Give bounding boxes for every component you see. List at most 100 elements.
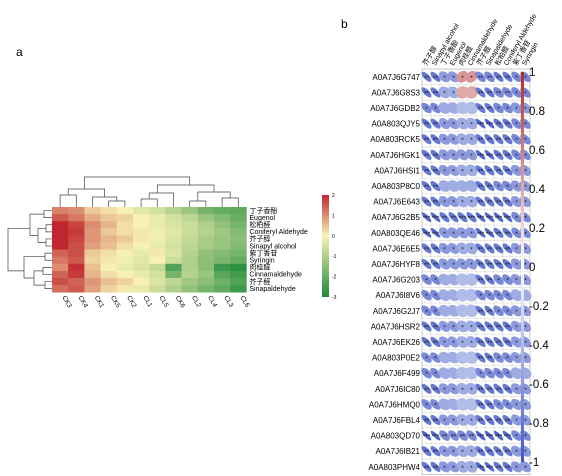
colorbar-tick-label: 2 — [332, 193, 335, 199]
significance-stars: ** — [496, 75, 502, 82]
significance-stars: ** — [487, 449, 493, 456]
significance-stars: * — [443, 387, 446, 394]
significance-stars: ** — [424, 200, 430, 207]
correlation-ellipse — [493, 383, 504, 394]
significance-stars: ** — [505, 246, 511, 253]
significance-stars: * — [452, 90, 455, 97]
heatmap-row-label: 肉桂醛 — [249, 263, 270, 272]
correlation-ellipse — [447, 180, 460, 192]
correlation-ellipse — [502, 337, 513, 347]
significance-stars: ** — [487, 340, 493, 347]
correlation-ellipse — [465, 149, 478, 161]
correlation-ellipse — [465, 288, 478, 302]
significance-stars: ** — [505, 465, 511, 472]
heatmap-cell — [68, 228, 85, 236]
correlation-ellipse — [456, 227, 469, 239]
correlation-row-label: A0A803QJY5 — [372, 120, 421, 129]
correlation-ellipse — [502, 165, 513, 176]
correlation-ellipse — [484, 165, 495, 176]
significance-stars: ** — [424, 168, 430, 175]
correlation-row-label: A0A7J6E643 — [373, 198, 420, 207]
correlation-ellipse — [430, 165, 441, 176]
correlation-ellipse — [502, 321, 513, 332]
correlation-ellipse — [493, 446, 504, 457]
significance-stars: *** — [477, 434, 485, 441]
heatmap-cell — [149, 278, 166, 286]
heatmap-cell — [84, 235, 101, 243]
significance-stars: * — [515, 356, 518, 363]
heatmap-column-label: CL1 — [141, 295, 153, 309]
correlation-ellipse — [465, 242, 478, 255]
heatmap-cell — [84, 278, 101, 286]
correlation-ellipse — [484, 150, 495, 160]
correlation-ellipse — [502, 118, 513, 129]
correlation-ellipse — [510, 336, 523, 348]
significance-stars: ** — [424, 340, 430, 347]
heatmap-cell — [230, 270, 247, 279]
correlation-ellipse — [475, 196, 486, 207]
correlation-ellipse — [456, 445, 469, 458]
significance-stars: * — [452, 153, 455, 160]
heatmap-cell — [230, 285, 247, 293]
correlation-row-label: A0A803QD70 — [371, 432, 421, 441]
significance-stars: ** — [487, 309, 493, 316]
dendrogram-branch — [42, 267, 52, 275]
correlation-ellipse — [465, 414, 478, 426]
correlation-ellipse — [430, 196, 441, 207]
correlation-ellipse — [421, 337, 432, 347]
correlation-ellipse — [448, 212, 459, 223]
correlation-ellipse — [484, 415, 495, 425]
correlation-ellipse — [456, 164, 469, 177]
correlation-ellipse — [510, 320, 523, 332]
correlation-ellipse — [456, 242, 469, 255]
significance-stars: * — [443, 75, 446, 82]
significance-stars: * — [524, 309, 527, 316]
heatmap-cell — [197, 235, 215, 243]
significance-stars: ** — [496, 137, 502, 144]
heatmap-cell — [197, 207, 215, 215]
significance-stars: * — [515, 231, 518, 238]
heatmap-cell — [214, 278, 231, 286]
correlation-ellipse — [439, 430, 450, 441]
significance-stars: * — [515, 75, 518, 82]
correlation-ellipse — [475, 103, 486, 113]
correlation-ellipse — [465, 133, 478, 146]
correlation-colorbar: 1 0.8 0.6 0.4 0.2 0 -0.2 -0.4 -0.6 -0.8 -1 — [521, 67, 549, 469]
significance-stars: * — [524, 262, 527, 269]
heatmap-cell — [197, 278, 215, 286]
heatmap-cell — [52, 270, 69, 279]
correlation-row-label: A0A7J6G2J7 — [373, 307, 421, 316]
significance-stars: ** — [496, 153, 502, 160]
significance-stars: ** — [424, 153, 430, 160]
significance-stars: * — [434, 309, 437, 316]
heatmap-cell — [165, 228, 182, 236]
correlation-ellipse — [502, 212, 513, 222]
correlation-ellipse — [511, 133, 522, 145]
correlation-ellipse — [493, 352, 504, 363]
heatmap-cell — [116, 249, 134, 257]
correlation-ellipse — [484, 259, 495, 269]
dendrogram-branch — [29, 213, 44, 236]
correlation-ellipse — [484, 462, 495, 472]
significance-stars: * — [515, 465, 518, 472]
heatmap-cell — [100, 249, 118, 257]
correlation-ellipse — [475, 462, 486, 472]
heatmap-cell — [133, 207, 150, 215]
correlation-ellipse — [493, 305, 504, 317]
significance-stars: ** — [478, 324, 484, 331]
heatmap-cell — [52, 214, 69, 222]
correlation-ellipse — [438, 320, 451, 332]
colorbar-gradient — [322, 195, 329, 297]
significance-stars: ** — [487, 168, 493, 175]
correlation-ellipse — [456, 149, 469, 161]
significance-stars: * — [515, 215, 518, 222]
correlation-ellipse — [421, 321, 432, 332]
correlation-ellipse — [421, 259, 432, 269]
correlation-ellipse — [484, 337, 495, 347]
correlation-row-label: A0A803PHW4 — [368, 463, 420, 472]
colorbar-tick-label: 1 — [332, 213, 335, 219]
panel-a-label: a — [16, 45, 23, 59]
significance-stars: * — [515, 184, 518, 191]
significance-stars: ** — [424, 75, 430, 82]
correlation-ellipse — [493, 321, 504, 332]
